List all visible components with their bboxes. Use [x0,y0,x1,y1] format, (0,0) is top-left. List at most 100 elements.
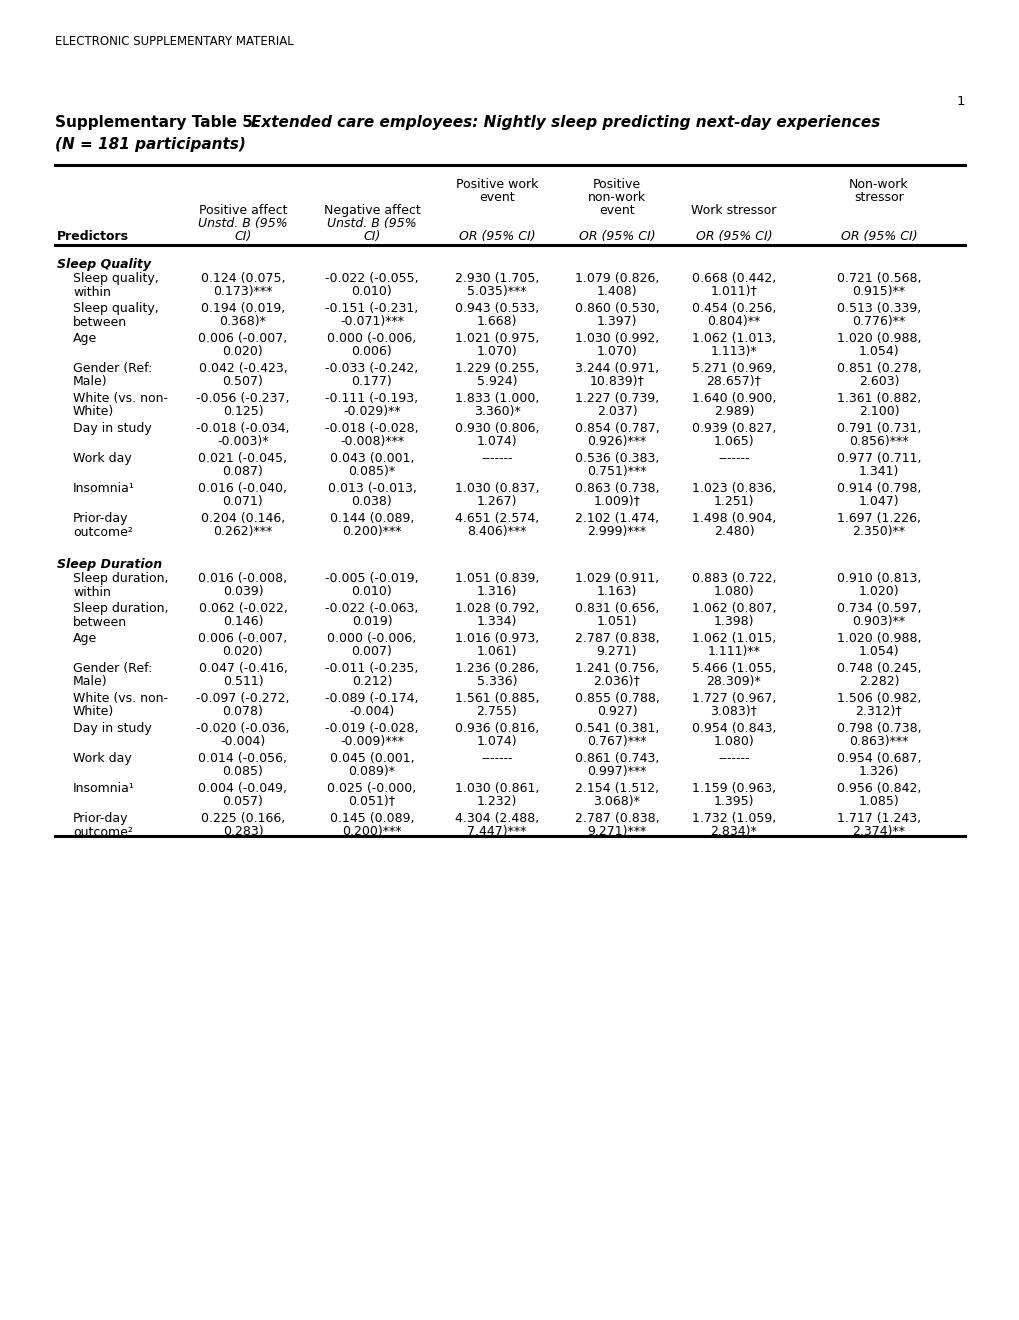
Text: 0.047 (-0.416,: 0.047 (-0.416, [199,663,287,675]
Text: 1.011)†: 1.011)† [710,285,757,298]
Text: 0.854 (0.787,: 0.854 (0.787, [574,422,658,436]
Text: 1.833 (1.000,: 1.833 (1.000, [454,392,539,405]
Text: 0.020): 0.020) [222,346,263,359]
Text: Sleep quality,: Sleep quality, [73,272,159,285]
Text: 0.536 (0.383,: 0.536 (0.383, [575,451,658,465]
Text: 0.000 (-0.006,: 0.000 (-0.006, [327,333,416,345]
Text: 2.603): 2.603) [858,375,899,388]
Text: 0.085): 0.085) [222,766,263,779]
Text: 1.021 (0.975,: 1.021 (0.975, [454,333,539,345]
Text: 0.860 (0.530,: 0.860 (0.530, [574,302,658,315]
Text: 1.717 (1.243,: 1.717 (1.243, [837,812,920,825]
Text: outcome²: outcome² [73,525,132,539]
Text: 0.956 (0.842,: 0.956 (0.842, [836,781,920,795]
Text: 0.939 (0.827,: 0.939 (0.827, [691,422,775,436]
Text: 0.212): 0.212) [352,676,392,689]
Text: 0.927): 0.927) [596,705,637,718]
Text: 0.734 (0.597,: 0.734 (0.597, [836,602,920,615]
Text: 0.997)***: 0.997)*** [587,766,646,779]
Text: 1.727 (0.967,: 1.727 (0.967, [691,692,775,705]
Text: 1.640 (0.900,: 1.640 (0.900, [691,392,775,405]
Text: -------: ------- [717,451,749,465]
Text: 5.924): 5.924) [476,375,517,388]
Text: 0.954 (0.843,: 0.954 (0.843, [691,722,775,735]
Text: 0.194 (0.019,: 0.194 (0.019, [201,302,285,315]
Text: 0.855 (0.788,: 0.855 (0.788, [574,692,659,705]
Text: 1.334): 1.334) [476,615,517,628]
Text: 3.083)†: 3.083)† [710,705,757,718]
Text: 1.079 (0.826,: 1.079 (0.826, [575,272,658,285]
Text: 0.013 (-0.013,: 0.013 (-0.013, [327,482,416,495]
Text: 1.074): 1.074) [476,735,517,748]
Text: 0.511): 0.511) [222,676,263,689]
Text: 1.047): 1.047) [858,495,899,508]
Text: (N = 181 participants): (N = 181 participants) [55,137,246,152]
Text: Prior-day: Prior-day [73,812,128,825]
Text: 1.561 (0.885,: 1.561 (0.885, [454,692,539,705]
Text: 1.054): 1.054) [858,645,899,659]
Text: 5.035)***: 5.035)*** [467,285,526,298]
Text: -0.018 (-0.028,: -0.018 (-0.028, [325,422,419,436]
Text: 5.336): 5.336) [476,676,517,689]
Text: Insomnia¹: Insomnia¹ [73,482,135,495]
Text: 0.021 (-0.045,: 0.021 (-0.045, [199,451,287,465]
Text: 0.225 (0.166,: 0.225 (0.166, [201,812,285,825]
Text: Sleep duration,: Sleep duration, [73,572,168,585]
Text: 2.037): 2.037) [596,405,637,418]
Text: 1.398): 1.398) [713,615,753,628]
Text: 0.926)***: 0.926)*** [587,436,646,449]
Text: Male): Male) [73,375,108,388]
Text: Sleep Quality: Sleep Quality [57,257,151,271]
Text: Sleep duration,: Sleep duration, [73,602,168,615]
Text: 2.480): 2.480) [713,525,754,539]
Text: stressor: stressor [853,191,903,205]
Text: -0.071)***: -0.071)*** [339,315,404,329]
Text: 0.004 (-0.049,: 0.004 (-0.049, [199,781,287,795]
Text: 0.721 (0.568,: 0.721 (0.568, [836,272,920,285]
Text: 1: 1 [956,95,964,108]
Text: 0.767)***: 0.767)*** [587,735,646,748]
Text: 2.930 (1.705,: 2.930 (1.705, [454,272,539,285]
Text: 1.361 (0.882,: 1.361 (0.882, [836,392,920,405]
Text: 0.368)*: 0.368)* [219,315,266,329]
Text: 0.062 (-0.022,: 0.062 (-0.022, [199,602,287,615]
Text: 0.078): 0.078) [222,705,263,718]
Text: 2.999)***: 2.999)*** [587,525,646,539]
Text: Work day: Work day [73,451,131,465]
Text: Gender (Ref:: Gender (Ref: [73,362,152,375]
Text: 1.062 (1.015,: 1.062 (1.015, [691,632,775,645]
Text: 0.016 (-0.008,: 0.016 (-0.008, [199,572,287,585]
Text: 1.061): 1.061) [476,645,517,659]
Text: Supplementary Table 5.: Supplementary Table 5. [55,115,264,129]
Text: 0.010): 0.010) [352,285,392,298]
Text: -0.111 (-0.193,: -0.111 (-0.193, [325,392,418,405]
Text: 1.054): 1.054) [858,346,899,359]
Text: 0.124 (0.075,: 0.124 (0.075, [201,272,285,285]
Text: 1.062 (1.013,: 1.062 (1.013, [691,333,775,345]
Text: -0.097 (-0.272,: -0.097 (-0.272, [196,692,289,705]
Text: Sleep quality,: Sleep quality, [73,302,159,315]
Text: 0.863 (0.738,: 0.863 (0.738, [574,482,658,495]
Text: 2.312)†: 2.312)† [855,705,902,718]
Text: between: between [73,315,127,329]
Text: Sleep Duration: Sleep Duration [57,558,162,572]
Text: Day in study: Day in study [73,422,152,436]
Text: 1.023 (0.836,: 1.023 (0.836, [691,482,775,495]
Text: 1.241 (0.756,: 1.241 (0.756, [575,663,658,675]
Text: -0.089 (-0.174,: -0.089 (-0.174, [325,692,419,705]
Text: 1.251): 1.251) [713,495,753,508]
Text: 5.466 (1.055,: 5.466 (1.055, [691,663,775,675]
Text: 0.019): 0.019) [352,615,392,628]
Text: 0.020): 0.020) [222,645,263,659]
Text: -0.029)**: -0.029)** [342,405,400,418]
Text: 0.177): 0.177) [352,375,392,388]
Text: 2.787 (0.838,: 2.787 (0.838, [574,812,658,825]
Text: 0.668 (0.442,: 0.668 (0.442, [691,272,775,285]
Text: 0.006 (-0.007,: 0.006 (-0.007, [198,632,287,645]
Text: 2.989): 2.989) [713,405,753,418]
Text: White (vs. non-: White (vs. non- [73,692,168,705]
Text: 1.498 (0.904,: 1.498 (0.904, [691,512,775,525]
Text: 1.062 (0.807,: 1.062 (0.807, [691,602,775,615]
Text: 0.831 (0.656,: 0.831 (0.656, [575,602,658,615]
Text: Unstd. B (95%: Unstd. B (95% [327,216,417,230]
